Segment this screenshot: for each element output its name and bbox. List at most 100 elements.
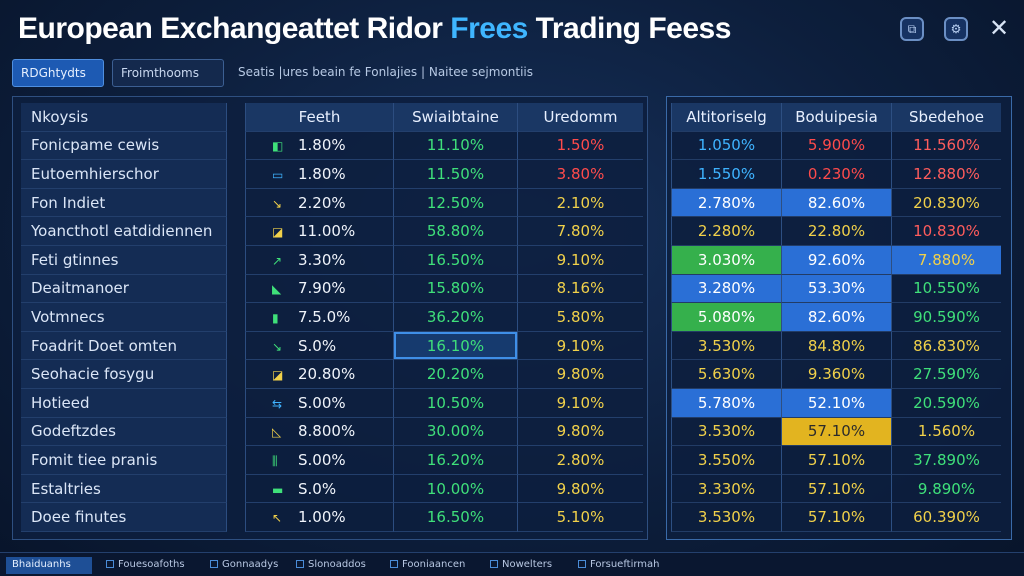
row-fee-value: S.0% xyxy=(298,336,337,355)
table-header-row: Nkoysis Feeth Swiaibtaine Uredomm xyxy=(21,103,643,132)
cell-value: 3.280% xyxy=(671,274,781,304)
cell-value: 20.830% xyxy=(891,188,1001,218)
row-value-b: 10.00% xyxy=(393,474,517,504)
toolbar-tab-active[interactable]: RDGhtydts xyxy=(12,59,104,87)
window-restore-button[interactable]: ⧉ xyxy=(900,17,924,41)
window-close-button[interactable]: ✕ xyxy=(986,14,1012,42)
table-row[interactable]: 2.280% 22.80% 10.830% xyxy=(671,217,1001,246)
table-row[interactable]: Foadrit Doet omten ↘ S.0% 16.10% 9.10% xyxy=(21,331,643,361)
row-value-b: 11.50% xyxy=(393,160,517,189)
window-settings-button[interactable]: ⚙ xyxy=(944,17,968,41)
cell-value: 20.590% xyxy=(891,388,1001,418)
column-header-r3[interactable]: Sbedehoe xyxy=(891,103,1001,132)
table-row[interactable]: Eutoemhierschor ▭ 1.80% 11.50% 3.80% xyxy=(21,160,643,189)
row-name: Seohacie fosygu xyxy=(21,360,227,389)
toolbar-tab[interactable]: Froimthooms xyxy=(112,59,224,87)
row-fee: ↗ 3.30% xyxy=(245,245,393,275)
row-name: Yoancthotl eatdidiennen xyxy=(21,217,227,246)
row-value-b: 11.10% xyxy=(393,131,517,161)
row-value-b: 15.80% xyxy=(393,274,517,304)
window-title: European Exchangeattet Ridor Frees Tradi… xyxy=(18,12,731,46)
row-fee: ◪ 11.00% xyxy=(245,217,393,246)
cell-value: 5.080% xyxy=(671,303,781,332)
row-name: Fomit tiee pranis xyxy=(21,446,227,475)
table-row[interactable]: 3.030% 92.60% 7.880% xyxy=(671,245,1001,275)
table-row[interactable]: 3.530% 57.10% 1.560% xyxy=(671,417,1001,447)
table-row[interactable]: 5.780% 52.10% 20.590% xyxy=(671,388,1001,418)
table-row[interactable]: Fonicpame cewis ◧ 1.80% 11.10% 1.50% xyxy=(21,131,643,161)
status-item-0[interactable]: Bhaiduanhs xyxy=(6,557,92,574)
row-fee-value: S.0% xyxy=(298,479,337,498)
table-row[interactable]: Fon Indiet ↘ 2.20% 12.50% 2.10% xyxy=(21,188,643,218)
table-row[interactable]: 3.530% 84.80% 86.830% xyxy=(671,331,1001,361)
table-row[interactable]: Votmnecs ▮ 7.5.0% 36.20% 5.80% xyxy=(21,303,643,332)
table-row[interactable]: Deaitmanoer ◣ 7.90% 15.80% 8.16% xyxy=(21,274,643,304)
table-row[interactable]: 5.080% 82.60% 90.590% xyxy=(671,303,1001,332)
table-row[interactable]: 3.530% 57.10% 60.390% xyxy=(671,503,1001,532)
cell-value: 1.050% xyxy=(671,131,781,161)
cell-value: 3.530% xyxy=(671,417,781,447)
table-row[interactable]: 1.550% 0.230% 12.880% xyxy=(671,160,1001,189)
status-item-6[interactable]: Forsueftirmah xyxy=(572,557,666,574)
row-fee: ◧ 1.80% xyxy=(245,131,393,161)
left-data-panel: Nkoysis Feeth Swiaibtaine Uredomm Fonicp… xyxy=(12,96,648,540)
row-gap xyxy=(227,246,245,275)
cell-value: 82.60% xyxy=(781,188,891,218)
column-header-r2[interactable]: Boduipesia xyxy=(781,103,891,132)
row-name: Godeftzdes xyxy=(21,417,227,447)
table-row[interactable]: Estaltries ▬ S.0% 10.00% 9.80% xyxy=(21,474,643,504)
row-fee-value: 11.00% xyxy=(298,222,356,241)
table-row[interactable]: Seohacie fosygu ◪ 20.80% 20.20% 9.80% xyxy=(21,360,643,389)
row-gap xyxy=(227,360,245,389)
column-header-b[interactable]: Swiaibtaine xyxy=(393,103,517,132)
cell-value: 60.390% xyxy=(891,503,1001,532)
row-fee: ↖ 1.00% xyxy=(245,503,393,532)
status-item-2[interactable]: Gonnaadys xyxy=(204,557,284,574)
status-item-label: Gonnaadys xyxy=(222,559,279,570)
window-title-part2: Frees xyxy=(450,12,528,45)
row-fee-value: 20.80% xyxy=(298,365,356,384)
table-row[interactable]: Godeftzdes ◺ 8.800% 30.00% 9.80% xyxy=(21,417,643,447)
column-header-c[interactable]: Uredomm xyxy=(517,103,643,132)
row-name: Fon Indiet xyxy=(21,188,227,218)
table-row[interactable]: 1.050% 5.900% 11.560% xyxy=(671,131,1001,161)
row-gap xyxy=(227,303,245,332)
row-name: Foadrit Doet omten xyxy=(21,331,227,361)
status-item-label: Slonoaddos xyxy=(308,559,366,570)
column-header-r1[interactable]: Altitoriselg xyxy=(671,103,781,132)
cell-value: 53.30% xyxy=(781,274,891,304)
status-item-4[interactable]: Fooniaancen xyxy=(384,557,471,574)
cell-value: 3.030% xyxy=(671,245,781,275)
table-row[interactable]: 5.630% 9.360% 27.590% xyxy=(671,360,1001,389)
table-row[interactable]: 2.780% 82.60% 20.830% xyxy=(671,188,1001,218)
table-row[interactable]: Hotieed ⇆ S.00% 10.50% 9.10% xyxy=(21,388,643,418)
square-icon xyxy=(210,560,218,568)
status-item-3[interactable]: Slonoaddos xyxy=(290,557,372,574)
status-item-5[interactable]: Nowelters xyxy=(484,557,558,574)
table-row[interactable]: 3.330% 57.10% 9.890% xyxy=(671,474,1001,504)
square-icon xyxy=(490,560,498,568)
window-title-part1: European Exchangeattet Ridor xyxy=(18,12,443,45)
table-row[interactable]: Doee finutes ↖ 1.00% 16.50% 5.10% xyxy=(21,503,643,532)
row-value-c: 9.10% xyxy=(517,388,643,418)
row-value-c: 9.80% xyxy=(517,360,643,389)
status-item-label: Fouesoafoths xyxy=(118,559,185,570)
cell-value: 57.10% xyxy=(781,474,891,504)
row-name: Hotieed xyxy=(21,388,227,418)
column-header-fee[interactable]: Feeth xyxy=(245,103,393,132)
column-header-name[interactable]: Nkoysis xyxy=(21,103,227,132)
table-row[interactable]: Feti gtinnes ↗ 3.30% 16.50% 9.10% xyxy=(21,245,643,275)
row-fee-value: 2.20% xyxy=(298,193,346,212)
row-icon: ↖ xyxy=(272,511,283,526)
row-icon: ▭ xyxy=(272,167,284,182)
table-row[interactable]: 3.550% 57.10% 37.890% xyxy=(671,446,1001,475)
status-item-1[interactable]: Fouesoafoths xyxy=(100,557,191,574)
table-row[interactable]: Yoancthotl eatdidiennen ◪ 11.00% 58.80% 7.80… xyxy=(21,217,643,246)
right-data-panel: Altitoriselg Boduipesia Sbedehoe 1.050% 5… xyxy=(666,96,1012,540)
row-value-b: 16.50% xyxy=(393,503,517,532)
row-icon: ◣ xyxy=(272,282,282,297)
table-row[interactable]: Fomit tiee pranis ⫼ S.00% 16.20% 2.80% xyxy=(21,446,643,475)
row-fee-value: S.00% xyxy=(298,393,346,412)
row-fee: ⇆ S.00% xyxy=(245,388,393,418)
table-row[interactable]: 3.280% 53.30% 10.550% xyxy=(671,274,1001,304)
